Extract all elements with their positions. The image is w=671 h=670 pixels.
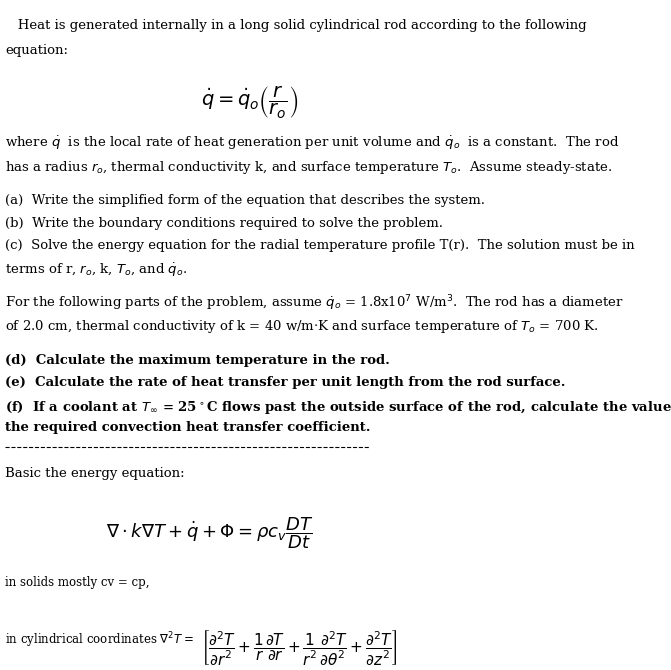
- Text: (c)  Solve the energy equation for the radial temperature profile T(r).  The sol: (c) Solve the energy equation for the ra…: [5, 239, 635, 252]
- Text: has a radius $r_o$, thermal conductivity k, and surface temperature $T_o$.  Assu: has a radius $r_o$, thermal conductivity…: [5, 159, 612, 176]
- Text: (e)  Calculate the rate of heat transfer per unit length from the rod surface.: (e) Calculate the rate of heat transfer …: [5, 377, 566, 389]
- Text: equation:: equation:: [5, 44, 68, 57]
- Text: (b)  Write the boundary conditions required to solve the problem.: (b) Write the boundary conditions requir…: [5, 216, 443, 230]
- Text: Heat is generated internally in a long solid cylindrical rod according to the fo: Heat is generated internally in a long s…: [5, 19, 586, 32]
- Text: (a)  Write the simplified form of the equation that describes the system.: (a) Write the simplified form of the equ…: [5, 194, 485, 207]
- Text: the required convection heat transfer coefficient.: the required convection heat transfer co…: [5, 421, 370, 434]
- Text: $\left[\dfrac{\partial^2 T}{\partial r^2} + \dfrac{1}{r}\dfrac{\partial T}{\part: $\left[\dfrac{\partial^2 T}{\partial r^2…: [201, 628, 397, 667]
- Text: in solids mostly cv = cp,: in solids mostly cv = cp,: [5, 576, 150, 589]
- Text: (f)  If a coolant at $T_\infty$ = 25$^\circ$C flows past the outside surface of : (f) If a coolant at $T_\infty$ = 25$^\ci…: [5, 399, 671, 416]
- Text: of 2.0 cm, thermal conductivity of k = 40 w/m$\cdot$K and surface temperature of: of 2.0 cm, thermal conductivity of k = 4…: [5, 318, 599, 336]
- Text: For the following parts of the problem, assume $\dot{q}_o$ = 1.8x10$^7$ W/m$^3$.: For the following parts of the problem, …: [5, 294, 623, 314]
- Text: where $\dot{q}$  is the local rate of heat generation per unit volume and $\dot{: where $\dot{q}$ is the local rate of hea…: [5, 134, 619, 151]
- Text: terms of r, $r_o$, k, $T_o$, and $\dot{q}_o$.: terms of r, $r_o$, k, $T_o$, and $\dot{q…: [5, 261, 187, 279]
- Text: Basic the energy equation:: Basic the energy equation:: [5, 466, 185, 480]
- Text: $\nabla \cdot k\nabla T + \dot{q} + \Phi = \rho c_v \dfrac{DT}{Dt}$: $\nabla \cdot k\nabla T + \dot{q} + \Phi…: [105, 515, 313, 551]
- Text: $\dot{q} = \dot{q}_o\left(\dfrac{r}{r_o}\right)$: $\dot{q} = \dot{q}_o\left(\dfrac{r}{r_o}…: [201, 84, 298, 120]
- Text: (d)  Calculate the maximum temperature in the rod.: (d) Calculate the maximum temperature in…: [5, 354, 390, 366]
- Text: in cylindrical coordinates $\nabla^2 T = $: in cylindrical coordinates $\nabla^2 T =…: [5, 631, 194, 651]
